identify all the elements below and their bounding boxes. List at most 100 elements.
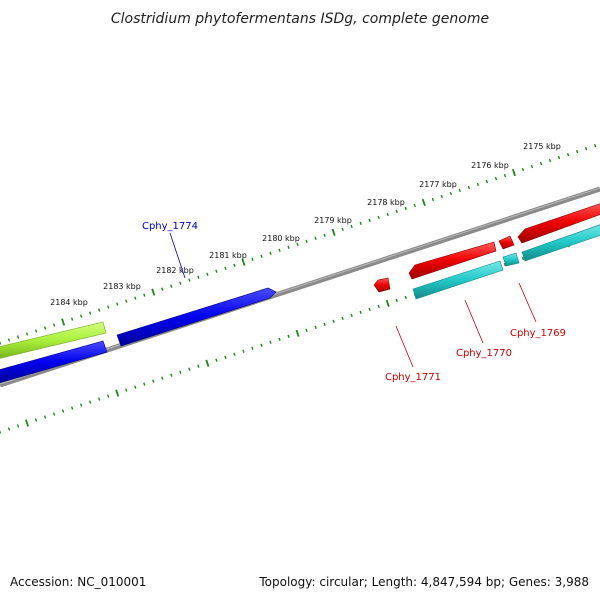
gene-label-cphy-1769[interactable]: Cphy_1769 xyxy=(510,328,566,339)
inner-scale-minor-tick xyxy=(89,400,92,404)
blue-gene-left[interactable] xyxy=(0,340,108,384)
outer-scale-minor-tick xyxy=(34,329,38,333)
outer-scale-minor-tick xyxy=(25,332,29,336)
inner-scale-minor-tick xyxy=(215,358,218,362)
cyan-feature-2[interactable] xyxy=(502,252,520,267)
outer-scale-minor-tick xyxy=(98,308,101,312)
accession-label: Accession: NC_010001 xyxy=(10,575,146,589)
outer-scale-minor-tick xyxy=(89,311,92,315)
outer-scale-minor-tick xyxy=(323,233,326,237)
cyan-feature-3[interactable] xyxy=(521,223,600,262)
kbp-label-2183: 2183 kbp xyxy=(103,282,141,291)
inner-scale-major-tick xyxy=(25,419,30,427)
lime-feature[interactable] xyxy=(0,321,107,360)
red-gene-small[interactable] xyxy=(498,235,515,250)
gene-label-cphy-1771[interactable]: Cphy_1771 xyxy=(385,372,441,383)
inner-scale-minor-tick xyxy=(377,304,380,309)
outer-scale-minor-tick xyxy=(287,245,290,249)
blue-gene-cphy-1774[interactable] xyxy=(116,287,277,347)
inner-scale-minor-tick xyxy=(134,385,137,389)
inner-scale-minor-tick xyxy=(323,322,326,326)
inner-scale-minor-tick xyxy=(107,394,110,398)
inner-scale-minor-tick xyxy=(503,262,507,267)
red-gene-cphy-1771[interactable] xyxy=(373,277,391,293)
callout-line-cphy-1771 xyxy=(395,325,414,368)
inner-scale-minor-tick xyxy=(152,379,155,383)
outer-scale-minor-tick xyxy=(260,254,263,258)
genome-summary-label: Topology: circular; Length: 4,847,594 bp… xyxy=(258,575,589,589)
kbp-label-2182: 2182 kbp xyxy=(156,266,194,275)
outer-scale-minor-tick xyxy=(161,287,164,291)
outer-scale-minor-tick xyxy=(107,305,110,309)
outer-scale-minor-tick xyxy=(188,278,191,282)
red-gene-cphy-1769[interactable] xyxy=(517,202,600,244)
inner-scale-minor-tick xyxy=(224,355,227,359)
outer-scale-minor-tick xyxy=(476,182,480,187)
outer-scale-minor-tick xyxy=(170,284,173,288)
scale-labels: 2175 kbp 2176 kbp 2177 kbp 2178 kbp 2179… xyxy=(50,142,561,307)
inner-scale-minor-tick xyxy=(278,337,281,341)
inner-scale-minor-tick xyxy=(98,397,101,401)
outer-scale-minor-tick xyxy=(52,323,56,327)
outer-scale-minor-tick xyxy=(341,227,344,232)
inner-scale-minor-tick xyxy=(170,373,173,377)
inner-scale-minor-tick xyxy=(143,382,146,386)
inner-scale-minor-tick xyxy=(350,313,353,318)
outer-scale-minor-tick xyxy=(305,239,308,243)
red-gene-cphy-1770[interactable] xyxy=(408,241,497,280)
inner-scale-minor-tick xyxy=(260,343,263,347)
gene-label-cphy-1774[interactable]: Cphy_1774 xyxy=(142,221,198,232)
outer-scale-minor-tick xyxy=(368,218,371,223)
gene-label-cphy-1770[interactable]: Cphy_1770 xyxy=(456,348,512,359)
kbp-label-2177: 2177 kbp xyxy=(419,180,457,189)
inner-scale-minor-tick xyxy=(368,307,371,312)
inner-scale-major-tick xyxy=(385,299,390,308)
inner-scale-minor-tick xyxy=(233,352,236,356)
outer-scale-minor-tick xyxy=(467,185,471,190)
inner-scale-major-tick xyxy=(115,389,120,397)
inner-scale-minor-tick xyxy=(242,349,245,353)
outer-scale-major-tick xyxy=(151,288,156,296)
outer-scale-major-tick xyxy=(512,168,516,177)
inner-scale-minor-tick xyxy=(197,364,200,368)
inner-scale-minor-tick xyxy=(125,388,128,392)
outer-scale-ticks xyxy=(0,143,597,345)
cyan-feature-1[interactable] xyxy=(412,260,504,300)
inner-scale-minor-tick xyxy=(34,418,38,422)
gene-label-cphy-1769-group[interactable]: Cphy_1769 xyxy=(510,282,566,339)
kbp-label-2179: 2179 kbp xyxy=(314,216,352,225)
outer-scale-minor-tick xyxy=(431,197,434,202)
outer-scale-minor-tick xyxy=(566,152,570,157)
outer-scale-minor-tick xyxy=(503,173,507,178)
gene-label-cphy-1774-group[interactable]: Cphy_1774 xyxy=(142,221,198,279)
outer-scale-minor-tick xyxy=(7,338,11,342)
inner-scale-minor-tick xyxy=(52,412,56,416)
outer-scale-minor-tick xyxy=(395,209,398,214)
outer-scale-minor-tick xyxy=(125,299,128,303)
outer-scale-minor-tick xyxy=(251,257,254,261)
outer-scale-minor-tick xyxy=(593,143,597,148)
kbp-label-2176: 2176 kbp xyxy=(471,161,509,170)
inner-scale-minor-tick xyxy=(70,406,74,410)
inner-scale-minor-tick xyxy=(359,310,362,315)
outer-scale-minor-tick xyxy=(206,272,209,276)
inner-scale-minor-tick xyxy=(251,346,254,350)
outer-scale-minor-tick xyxy=(116,302,119,306)
outer-scale-minor-tick xyxy=(458,188,462,193)
outer-scale-minor-tick xyxy=(350,224,353,229)
inner-scale-minor-tick xyxy=(287,334,290,338)
inner-scale-minor-tick xyxy=(305,328,308,332)
outer-scale-major-tick xyxy=(421,198,426,207)
outer-scale-minor-tick xyxy=(359,221,362,226)
callout-line-cphy-1774 xyxy=(169,232,186,279)
outer-scale-minor-tick xyxy=(134,296,137,300)
inner-scale-minor-tick xyxy=(80,403,83,407)
gene-label-cphy-1771-group[interactable]: Cphy_1771 xyxy=(385,325,441,383)
kbp-label-2180: 2180 kbp xyxy=(262,234,300,243)
outer-scale-major-tick xyxy=(61,318,66,326)
outer-scale-minor-tick xyxy=(314,236,317,240)
gene-label-cphy-1770-group[interactable]: Cphy_1770 xyxy=(456,299,512,359)
inner-scale-minor-tick xyxy=(269,340,272,344)
inner-scale-minor-tick xyxy=(341,316,344,321)
